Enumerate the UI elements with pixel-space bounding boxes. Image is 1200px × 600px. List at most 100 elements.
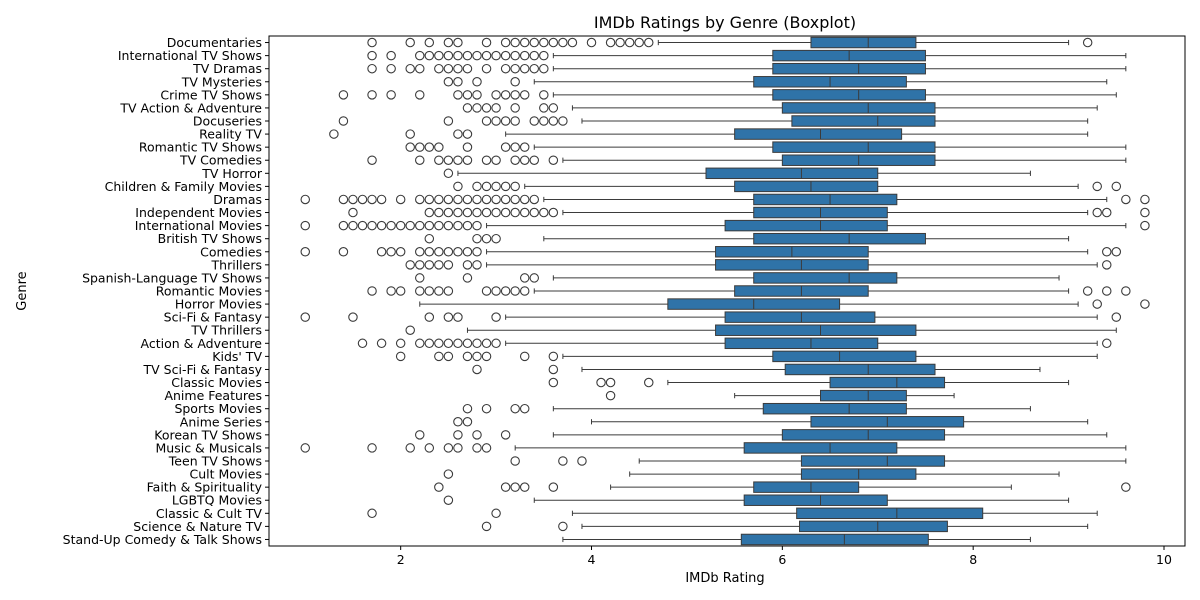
- iqr-box: [791, 115, 936, 127]
- outlier-point: [500, 207, 511, 218]
- box-group: [419, 298, 1150, 310]
- outlier-point: [424, 50, 435, 61]
- outlier-point: [405, 325, 415, 335]
- outlier-point: [481, 181, 492, 192]
- outlier-point: [481, 37, 492, 48]
- outlier-point: [386, 63, 396, 74]
- outlier-point: [453, 37, 463, 48]
- outlier-point: [1092, 181, 1102, 192]
- outlier-point: [510, 207, 520, 218]
- outlier-point: [462, 142, 473, 152]
- x-tick-label: 10: [1156, 552, 1172, 567]
- outlier-point: [510, 403, 520, 414]
- outlier-point: [443, 207, 454, 218]
- outlier-point: [472, 430, 482, 440]
- outlier-point: [424, 207, 435, 218]
- outlier-point: [367, 220, 377, 231]
- outlier-point: [376, 194, 387, 205]
- box-group: [367, 62, 1127, 75]
- outlier-point: [415, 260, 425, 270]
- outlier-point: [644, 377, 654, 388]
- y-tick-label: TV Sci-Fi & Fantasy: [143, 362, 263, 377]
- outlier-point: [500, 482, 511, 492]
- outlier-point: [548, 155, 559, 165]
- box-group: [367, 36, 1093, 49]
- outlier-point: [510, 103, 520, 113]
- y-tick-label: Horror Movies: [175, 297, 262, 312]
- outlier-point: [472, 181, 482, 192]
- box-group: [605, 389, 955, 402]
- box-group: [367, 154, 1127, 166]
- box-group: [405, 259, 1112, 271]
- outlier-point: [415, 194, 425, 205]
- iqr-box: [705, 167, 879, 180]
- outlier-point: [338, 247, 349, 257]
- box-group: [481, 520, 1089, 533]
- outlier-point: [529, 63, 540, 74]
- outlier-point: [376, 247, 387, 257]
- outlier-point: [510, 142, 520, 152]
- box-group: [548, 376, 1070, 389]
- y-tick-label: TV Mysteries: [181, 74, 262, 89]
- outlier-point: [529, 207, 540, 218]
- outlier-point: [558, 521, 568, 532]
- outlier-point: [1082, 37, 1093, 48]
- outlier-point: [405, 220, 415, 231]
- outlier-point: [548, 207, 559, 218]
- outlier-point: [1140, 220, 1150, 231]
- iqr-box: [781, 102, 936, 114]
- outlier-point: [491, 90, 501, 100]
- iqr-box: [753, 193, 898, 206]
- outlier-point: [624, 37, 635, 48]
- outlier-point: [443, 155, 454, 165]
- y-tick-label: TV Action & Adventure: [119, 100, 262, 115]
- y-tick-label: Independent Movies: [135, 205, 262, 220]
- outlier-point: [472, 364, 482, 375]
- outlier-point: [491, 286, 501, 296]
- outlier-point: [405, 129, 415, 139]
- outlier-point: [434, 207, 444, 218]
- iqr-box: [772, 141, 936, 153]
- outlier-point: [405, 260, 415, 270]
- outlier-point: [424, 338, 435, 349]
- outlier-point: [519, 37, 530, 48]
- box-group: [348, 206, 1150, 219]
- iqr-box: [724, 337, 879, 350]
- outlier-point: [424, 233, 435, 244]
- outlier-point: [481, 155, 492, 165]
- outlier-point: [519, 273, 530, 283]
- outlier-point: [462, 247, 473, 257]
- outlier-point: [443, 469, 454, 479]
- outlier-point: [415, 247, 425, 257]
- outlier-point: [415, 286, 425, 296]
- outlier-point: [491, 181, 501, 192]
- outlier-point: [338, 194, 349, 205]
- outlier-point: [539, 103, 549, 113]
- outlier-point: [453, 312, 463, 322]
- outlier-point: [1102, 338, 1112, 349]
- outlier-point: [462, 273, 473, 283]
- y-tick-label: Thrillers: [211, 257, 262, 272]
- outlier-point: [472, 194, 482, 205]
- outlier-point: [1102, 286, 1112, 296]
- iqr-box: [715, 259, 869, 271]
- outlier-point: [443, 194, 454, 205]
- outlier-point: [300, 194, 311, 205]
- outlier-point: [443, 338, 454, 349]
- outlier-point: [472, 443, 482, 453]
- y-tick-label: Kids' TV: [212, 349, 262, 364]
- outlier-point: [519, 155, 530, 165]
- outlier-point: [548, 103, 559, 113]
- iqr-box: [762, 402, 907, 415]
- outlier-point: [548, 116, 559, 126]
- box-group: [395, 350, 1098, 363]
- outlier-point: [519, 90, 530, 100]
- outlier-point: [605, 377, 616, 388]
- iqr-box: [743, 494, 888, 506]
- y-tick-label: Reality TV: [199, 127, 262, 142]
- y-tick-label: Classic Movies: [171, 375, 262, 390]
- outlier-point: [348, 220, 358, 231]
- outlier-point: [558, 456, 568, 466]
- outlier-point: [510, 155, 520, 165]
